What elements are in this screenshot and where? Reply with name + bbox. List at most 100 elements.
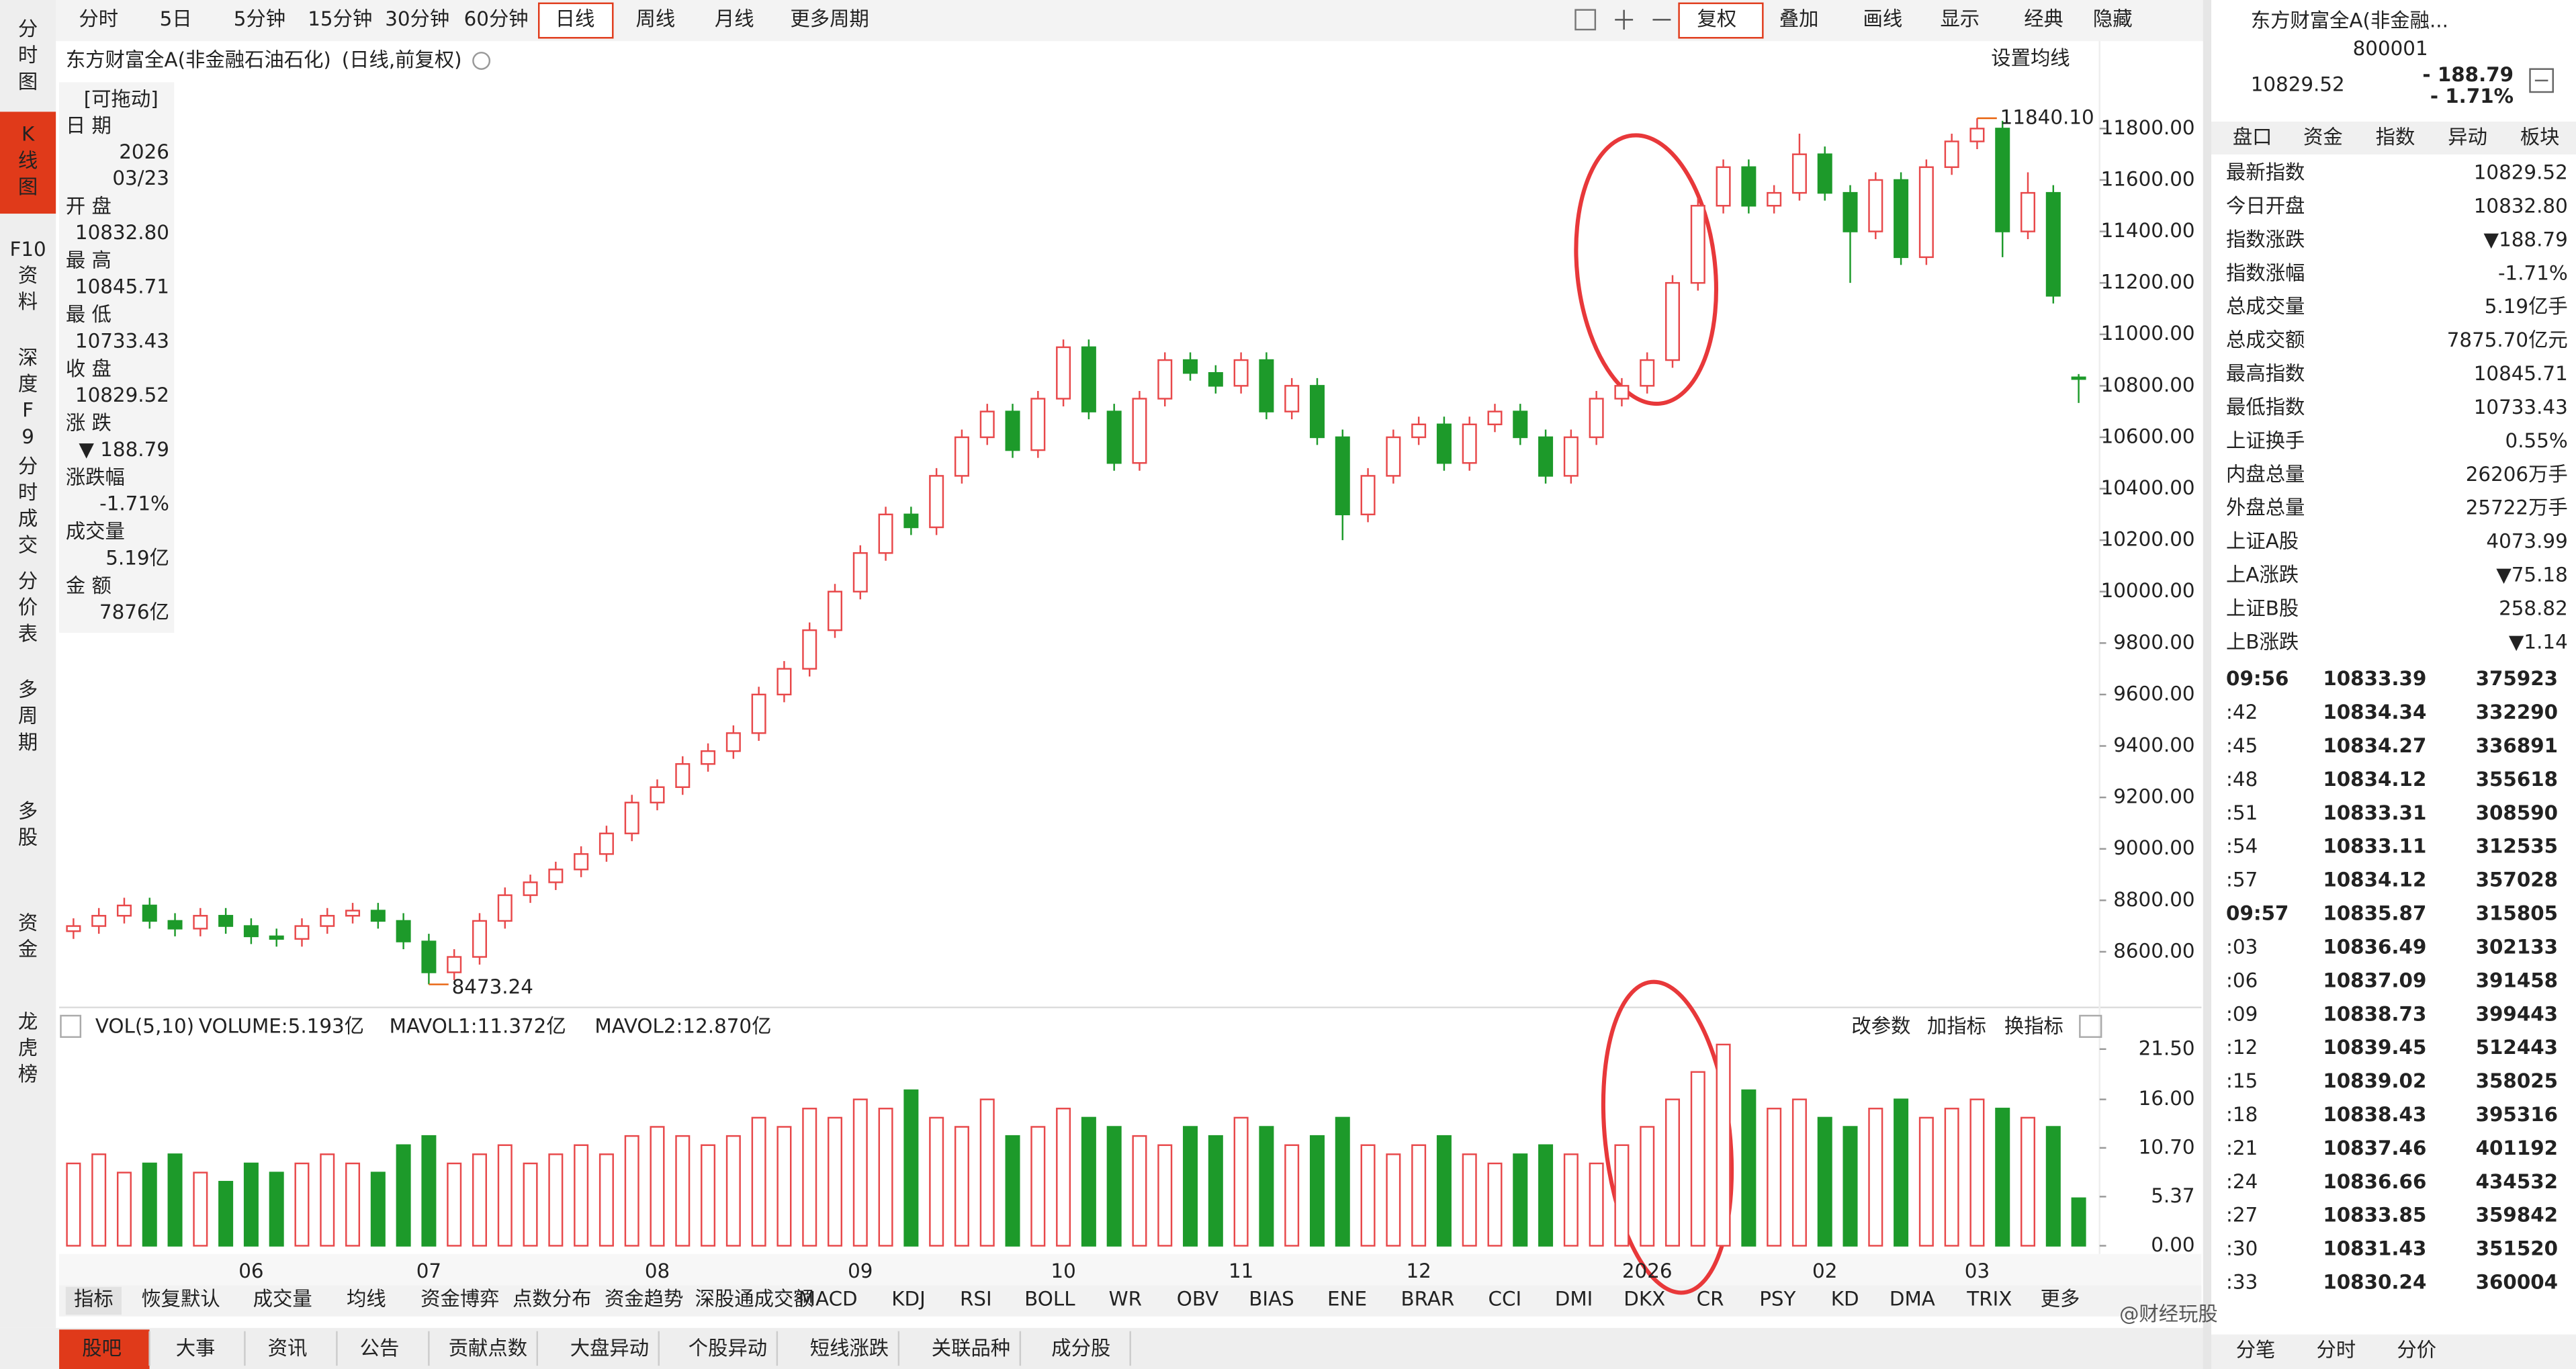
tool-button[interactable]: 显示 bbox=[1940, 7, 1980, 30]
nav-active bbox=[0, 112, 56, 214]
indicator-tab[interactable]: 成交量 bbox=[253, 1288, 312, 1311]
indicator-tab[interactable]: 恢复默认 bbox=[141, 1288, 220, 1311]
period-tab[interactable]: 日线 bbox=[556, 7, 595, 30]
period-tab[interactable]: 15分钟 bbox=[308, 7, 372, 30]
indicator-tab[interactable]: KD bbox=[1831, 1288, 1859, 1311]
indicator-tab[interactable]: DKX bbox=[1624, 1288, 1665, 1311]
indicator-tab[interactable]: BOLL bbox=[1024, 1288, 1075, 1311]
nav-item[interactable]: F10 资料 bbox=[9, 237, 46, 312]
indicator-tab[interactable]: 均线 bbox=[347, 1288, 386, 1311]
bottom-tab[interactable]: 个股异动 bbox=[689, 1337, 767, 1360]
indicator-tab[interactable]: DMA bbox=[1890, 1288, 1935, 1311]
volume-bar bbox=[1664, 1098, 1681, 1247]
bottom-tab[interactable]: 贡献点数 bbox=[449, 1337, 527, 1360]
nav-item[interactable]: 多股 bbox=[18, 799, 38, 848]
nav-item[interactable]: K 线图 bbox=[18, 122, 38, 197]
indicator-tab[interactable]: BIAS bbox=[1249, 1288, 1294, 1311]
quote-tab[interactable]: 异动 bbox=[2448, 126, 2487, 148]
nav-item[interactable]: 龙虎榜 bbox=[18, 1010, 38, 1085]
tool-button[interactable]: 画线 bbox=[1863, 7, 1903, 30]
period-tab[interactable]: 月线 bbox=[715, 7, 754, 30]
volume-bar bbox=[1640, 1126, 1655, 1247]
quote-tab[interactable]: 指数 bbox=[2376, 126, 2415, 148]
volume-bar bbox=[1436, 1135, 1452, 1247]
candle-body bbox=[472, 920, 487, 958]
period-tab[interactable]: 更多周期 bbox=[790, 7, 869, 30]
y-tick-label: 11000.00 bbox=[2101, 322, 2195, 345]
quote-bottom-tab[interactable]: 分价 bbox=[2397, 1339, 2436, 1362]
quote-tab[interactable]: 资金 bbox=[2303, 126, 2343, 148]
tool-button[interactable]: 复权 bbox=[1697, 7, 1737, 30]
info-value: 10733.43 bbox=[75, 329, 169, 352]
tool-button[interactable]: 隐藏 bbox=[2093, 7, 2133, 30]
nav-item[interactable]: 分时成交 bbox=[18, 454, 38, 556]
period-tab[interactable]: 60分钟 bbox=[464, 7, 529, 30]
volume-bar bbox=[2020, 1116, 2036, 1247]
quote-label: 最新指数 bbox=[2226, 161, 2305, 184]
indicator-tab[interactable]: TRIX bbox=[1966, 1288, 2012, 1311]
candle-body bbox=[116, 904, 132, 917]
quote-bottom-tab[interactable]: 分时 bbox=[2317, 1339, 2356, 1362]
vol-action[interactable]: 改参数 bbox=[1851, 1015, 1910, 1038]
indicator-tab[interactable]: 更多 bbox=[2041, 1288, 2080, 1311]
nav-item[interactable]: 多周期 bbox=[18, 678, 38, 753]
candle-body bbox=[1690, 205, 1705, 284]
indicator-tab[interactable]: CR bbox=[1697, 1288, 1724, 1311]
period-tab[interactable]: 5分钟 bbox=[234, 7, 285, 30]
nav-item[interactable]: 资金 bbox=[18, 911, 38, 960]
indicator-tab[interactable]: 资金博弈 bbox=[420, 1288, 499, 1311]
nav-item[interactable]: 深度 F 9 bbox=[18, 346, 38, 447]
x-tick-label: 03 bbox=[1965, 1260, 1990, 1282]
indicator-tab[interactable]: 深股通成交额 bbox=[695, 1288, 813, 1311]
bottom-tab[interactable]: 短线涨跌 bbox=[810, 1337, 889, 1360]
y-tick-label: 16.00 bbox=[2139, 1087, 2195, 1110]
bottom-tab[interactable]: 股吧 bbox=[82, 1337, 122, 1360]
bottom-tab[interactable]: 大盘异动 bbox=[570, 1337, 649, 1360]
bottom-tab[interactable]: 资讯 bbox=[268, 1337, 308, 1360]
indicator-tab[interactable]: PSY bbox=[1759, 1288, 1795, 1311]
tool-active[interactable] bbox=[1678, 2, 1764, 39]
indicator-tab[interactable]: BRAR bbox=[1401, 1288, 1455, 1311]
candle-body bbox=[1360, 475, 1376, 516]
indicator-tab[interactable]: OBV bbox=[1177, 1288, 1218, 1311]
candle-body bbox=[1157, 359, 1173, 400]
tool-button[interactable]: 经典 bbox=[2024, 7, 2063, 30]
candle-body bbox=[1005, 410, 1020, 451]
nav-item[interactable]: 分价表 bbox=[18, 570, 38, 645]
quote-label: 最高指数 bbox=[2226, 362, 2305, 385]
indicator-tab[interactable]: ENE bbox=[1327, 1288, 1367, 1311]
bottom-tab[interactable]: 关联品种 bbox=[932, 1337, 1010, 1360]
bottom-tab[interactable]: 大事 bbox=[176, 1337, 216, 1360]
indicator-tab[interactable]: 资金趋势 bbox=[605, 1288, 683, 1311]
tab-active bbox=[59, 1329, 150, 1369]
nav-item[interactable]: 分时图 bbox=[18, 17, 38, 93]
bottom-tab[interactable]: 成分股 bbox=[1051, 1337, 1110, 1360]
quote-bottom-tab[interactable]: 分笔 bbox=[2236, 1339, 2276, 1362]
vol-action[interactable]: 换指标 bbox=[2004, 1015, 2063, 1038]
indicator-tab[interactable]: RSI bbox=[960, 1288, 992, 1311]
candle-body bbox=[1183, 359, 1198, 374]
quote-tab[interactable]: 盘口 bbox=[2233, 126, 2272, 148]
y-tick-label: 8800.00 bbox=[2113, 888, 2194, 911]
indicator-tab[interactable]: DMI bbox=[1555, 1288, 1593, 1311]
period-tab[interactable]: 5日 bbox=[160, 7, 192, 30]
candle-body bbox=[2020, 191, 2036, 232]
indicator-tab[interactable]: KDJ bbox=[891, 1288, 925, 1311]
period-active[interactable] bbox=[537, 2, 614, 39]
indicator-tab[interactable]: 指标 bbox=[74, 1288, 114, 1311]
indicator-tab[interactable]: 点数分布 bbox=[513, 1288, 591, 1311]
quote-tab[interactable]: 板块 bbox=[2520, 126, 2560, 148]
period-tab[interactable]: 周线 bbox=[636, 7, 676, 30]
collapse-icon[interactable] bbox=[2529, 68, 2554, 93]
indicator-tab[interactable]: WR bbox=[1109, 1288, 1142, 1311]
volume-bar bbox=[1056, 1108, 1071, 1247]
bottom-tab[interactable]: 公告 bbox=[360, 1337, 400, 1360]
period-tab[interactable]: 分时 bbox=[79, 7, 118, 30]
info-label: 成交量 bbox=[66, 520, 125, 543]
vol-action[interactable]: 加指标 bbox=[1927, 1015, 1986, 1038]
indicator-tab[interactable]: MACD bbox=[799, 1288, 858, 1311]
ma-setting[interactable]: 设置均线 bbox=[1991, 47, 2070, 70]
tool-button[interactable]: 叠加 bbox=[1779, 7, 1819, 30]
indicator-tab[interactable]: CCI bbox=[1489, 1288, 1522, 1311]
period-tab[interactable]: 30分钟 bbox=[385, 7, 449, 30]
